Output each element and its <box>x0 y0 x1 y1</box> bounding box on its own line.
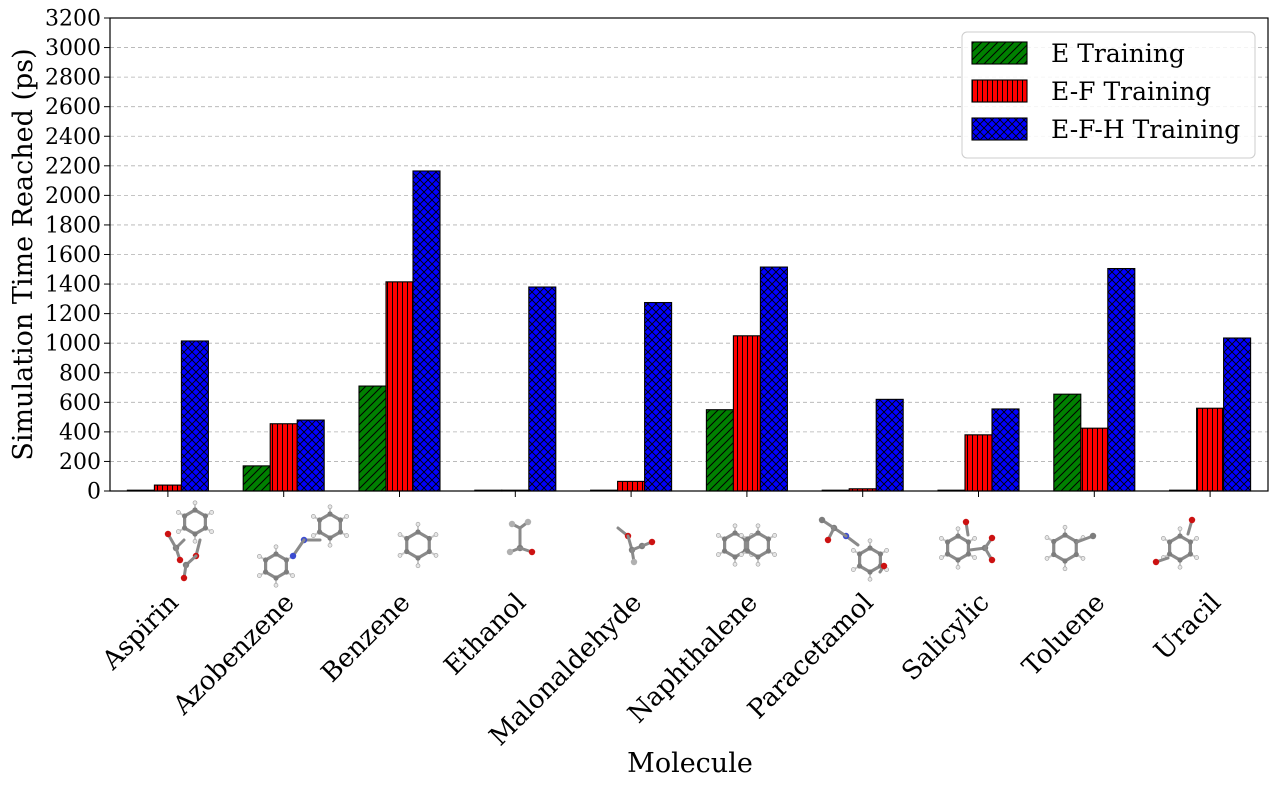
bar-crosshatch-toluene <box>1107 267 1136 492</box>
category-label-uracil: Uracil <box>1149 588 1228 667</box>
legend-swatch-crosshatch <box>971 117 1028 141</box>
bar-crosshatch-azobenzene <box>296 419 325 492</box>
bar-diagonal-naphthalene <box>705 409 734 492</box>
y-tick-label: 3200 <box>45 7 101 32</box>
molecule-icon-salicylic <box>939 518 996 570</box>
legend-label: E Training <box>1051 39 1185 68</box>
category-label-azobenzene: Azobenzene <box>167 588 301 722</box>
y-tick-label: 2400 <box>45 125 101 150</box>
legend-swatch-vertical <box>971 79 1028 103</box>
y-tick-label: 1000 <box>45 332 101 357</box>
bar-crosshatch-naphthalene <box>759 266 788 492</box>
y-tick-label: 2200 <box>45 154 101 179</box>
molecule-icon-malonaldehyde <box>616 526 656 566</box>
bar-crosshatch-aspirin <box>180 340 209 492</box>
bars <box>126 170 1252 492</box>
category-label-aspirin: Aspirin <box>96 588 185 677</box>
category-label-toluene: Toluene <box>1017 588 1111 682</box>
bar-vertical-naphthalene <box>732 335 761 492</box>
legend-label: E-F-H Training <box>1051 115 1240 144</box>
y-tick-label: 2000 <box>45 184 101 209</box>
grid-lines <box>110 47 1268 462</box>
bar-vertical-azobenzene <box>269 423 298 492</box>
bar-diagonal-toluene <box>1053 393 1082 492</box>
molecule-icon-paracetamol <box>818 516 889 582</box>
bar-vertical-toluene <box>1080 427 1109 492</box>
bar-vertical-salicylic <box>964 434 993 492</box>
category-label-benzene: Benzene <box>316 588 417 689</box>
bar-vertical-uracil <box>1196 407 1225 492</box>
y-tick-label: 200 <box>59 450 101 475</box>
bar-diagonal-azobenzene <box>242 465 271 492</box>
legend-label: E-F Training <box>1051 77 1211 106</box>
molecule-icon-azobenzene <box>257 504 349 588</box>
bar-vertical-aspirin <box>153 484 182 492</box>
molecule-icon-ethanol <box>506 518 536 556</box>
category-label-ethanol: Ethanol <box>439 588 533 682</box>
bar-vertical-malonaldehyde <box>617 480 646 492</box>
bar-crosshatch-ethanol <box>528 286 557 492</box>
y-axis-ticks: 0 200 400 600 800 1000 1200 1400 1600 1800 2000 220… <box>45 7 110 505</box>
y-tick-label: 3000 <box>45 36 101 61</box>
category-label-salicylic: Salicylic <box>896 588 995 687</box>
y-tick-label: 2800 <box>45 66 101 91</box>
bar-crosshatch-paracetamol <box>875 398 904 492</box>
bar-crosshatch-malonaldehyde <box>644 301 673 492</box>
bar-crosshatch-uracil <box>1223 337 1252 492</box>
y-tick-label: 1200 <box>45 302 101 327</box>
y-tick-label: 1400 <box>45 273 101 298</box>
y-tick-label: 800 <box>59 361 101 386</box>
y-tick-label: 0 <box>87 480 101 505</box>
bar-diagonal-benzene <box>358 385 387 492</box>
x-axis-label: Molecule <box>627 748 753 779</box>
y-tick-label: 600 <box>59 391 101 416</box>
y-tick-label: 400 <box>59 420 101 445</box>
molecule-icon-naphthalene <box>716 523 777 567</box>
bar-vertical-benzene <box>385 281 414 492</box>
molecule-icon-benzene <box>397 521 439 569</box>
y-tick-label: 1600 <box>45 243 101 268</box>
molecule-icon-aspirin <box>164 500 214 582</box>
bar-crosshatch-salicylic <box>991 408 1020 492</box>
bar-crosshatch-benzene <box>412 170 441 492</box>
legend-frame <box>961 31 1256 159</box>
legend: E Training E-F Training E-F-H Training <box>961 31 1256 159</box>
y-tick-label: 1800 <box>45 213 101 238</box>
molecule-icon-uracil <box>1152 516 1199 570</box>
molecule-icons <box>164 500 1199 588</box>
y-tick-label: 2600 <box>45 95 101 120</box>
molecule-icon-toluene <box>1044 524 1097 572</box>
y-axis-label: Simulation Time Reached (ps) <box>8 48 39 460</box>
legend-swatch-diagonal <box>971 41 1028 65</box>
